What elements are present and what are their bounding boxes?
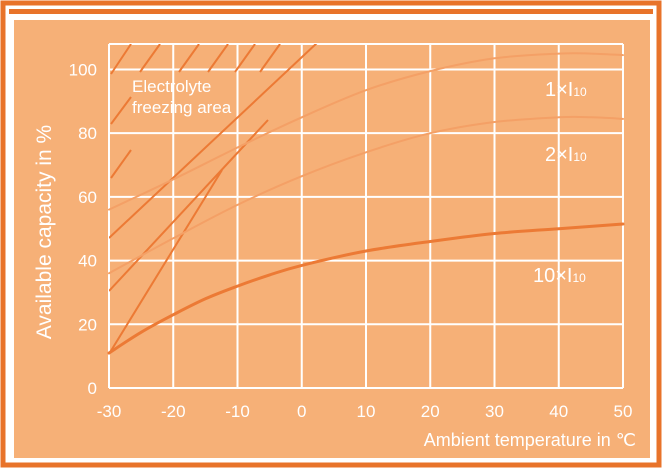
panel-background	[14, 20, 650, 458]
series-label-3: 10×I10	[533, 265, 586, 287]
x-tick-label-7: 40	[549, 402, 568, 421]
series-line-1	[108, 52, 624, 211]
hatch-stroke-7	[110, 149, 132, 179]
grid	[108, 43, 624, 389]
hatch-stroke-5	[259, 44, 281, 73]
x-tick-label-8: 50	[614, 402, 633, 421]
y-tick-label-5: 100	[69, 60, 97, 79]
freezing-area-label-line2: freezing area	[132, 98, 232, 117]
freeze-boundary-line-1	[109, 119, 269, 292]
series-label-1-main: 1×I	[545, 79, 573, 101]
y-tick-label-4: 80	[78, 124, 97, 143]
x-tick-label-5: 20	[421, 402, 440, 421]
x-tick-label-3: 0	[297, 402, 306, 421]
series-line-3	[107, 222, 625, 355]
freeze-boundary-line-2	[109, 169, 223, 355]
y-tick-label-1: 20	[78, 315, 97, 334]
x-tick-label-6: 30	[485, 402, 504, 421]
x-tick-label-1: -20	[161, 402, 186, 421]
hatch-stroke-2	[178, 44, 200, 73]
x-axis-label: Ambient temperature in ℃	[424, 430, 636, 450]
freeze-boundary-line-0	[109, 44, 318, 239]
freezing-area-hatch	[109, 44, 318, 355]
hatch-stroke-1	[139, 44, 161, 73]
series-label-3-main: 10×I	[533, 265, 572, 287]
y-axis-label: Available capacity in %	[33, 125, 56, 339]
top-rule	[9, 9, 653, 14]
y-tick-label-3: 60	[78, 188, 97, 207]
series-label-1-sub: 10	[573, 85, 587, 99]
series-label-2: 2×I10	[545, 144, 587, 166]
x-tick-label-4: 10	[357, 402, 376, 421]
freezing-area-label: Electrolyte freezing area	[132, 77, 232, 117]
y-tick-label-2: 40	[78, 252, 97, 271]
hatch-stroke-3	[207, 44, 229, 73]
hatch-stroke-4	[234, 44, 256, 73]
x-tick-label-0: -30	[97, 402, 122, 421]
x-tick-label-2: -10	[225, 402, 250, 421]
series-label-3-sub: 10	[572, 271, 586, 285]
hatch-stroke-6	[110, 96, 132, 125]
tick-labels: -30 -20 -10 0 10 20 30 40 50 0 20 40 60 80 100	[69, 60, 633, 421]
series-line-2	[108, 115, 624, 275]
freezing-area-label-line1: Electrolyte	[132, 77, 211, 96]
series-label-1: 1×I10	[545, 79, 587, 101]
series-label-2-sub: 10	[573, 150, 587, 164]
hatch-stroke-0	[110, 44, 132, 75]
series-lines	[107, 52, 625, 355]
y-tick-label-0: 0	[88, 379, 97, 398]
series-label-2-main: 2×I	[545, 144, 573, 166]
